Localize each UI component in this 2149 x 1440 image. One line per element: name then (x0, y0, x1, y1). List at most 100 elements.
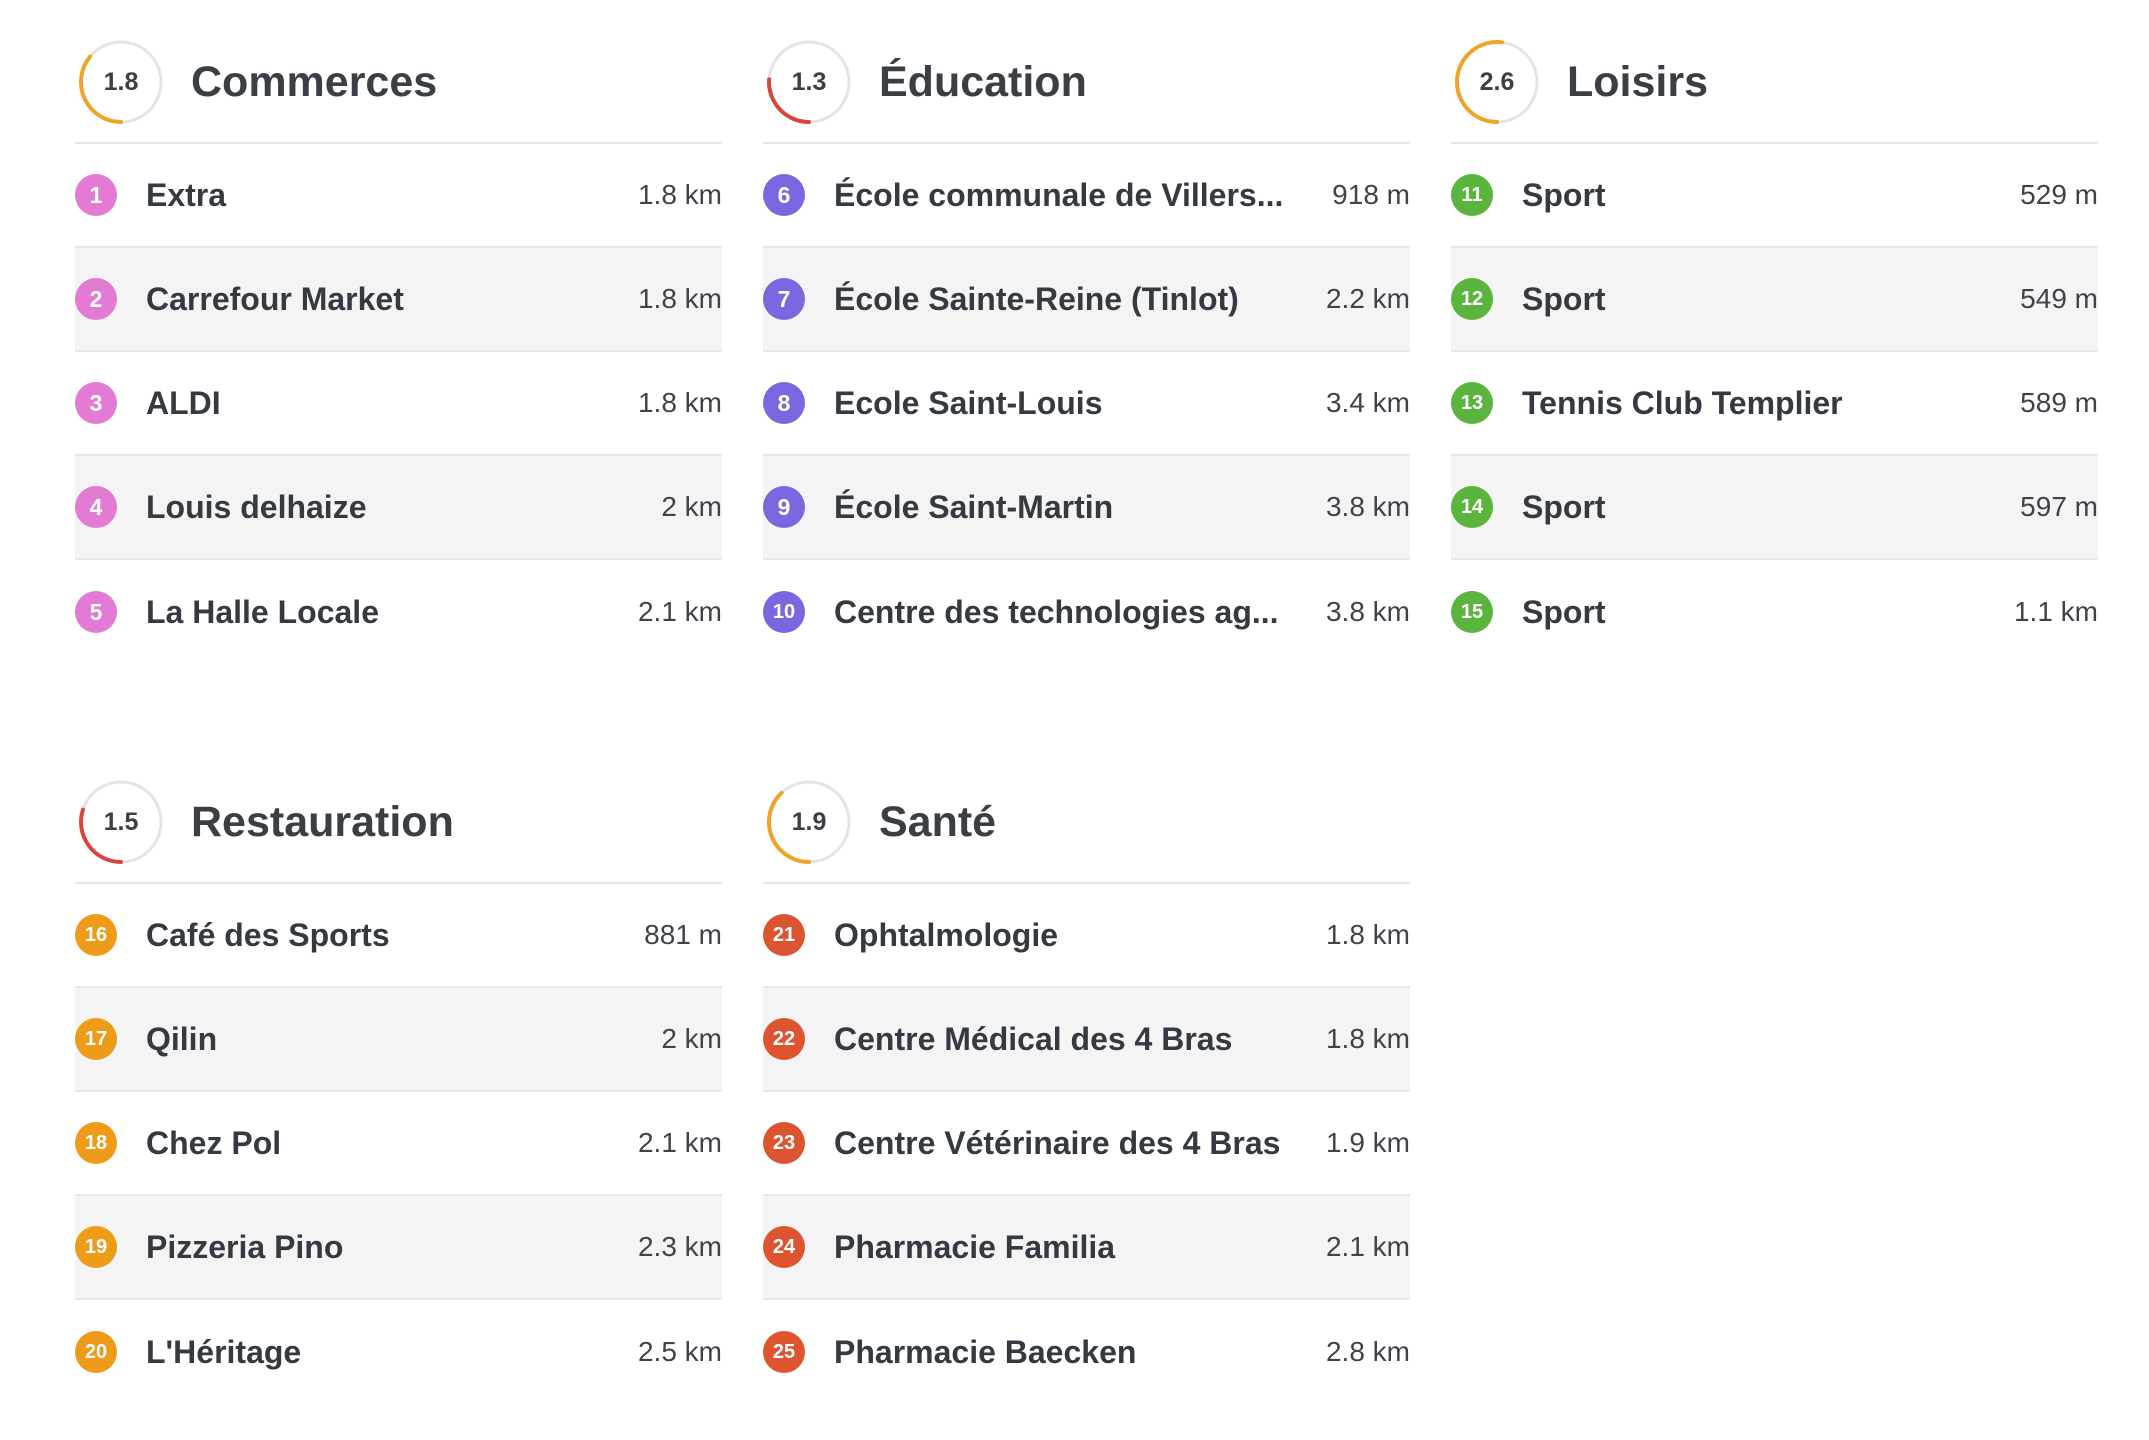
place-name: Chez Pol (146, 1124, 282, 1161)
place-name: École communale de Villers... (834, 176, 1284, 213)
list-item[interactable]: 6 École communale de Villers... 918 m (763, 144, 1410, 248)
list-item[interactable]: 10 Centre des technologies ag... 3.8 km (763, 560, 1410, 664)
score-ring-icon (767, 40, 851, 124)
list-item[interactable]: 17 Qilin 2 km (75, 988, 722, 1092)
list-item[interactable]: 8 Ecole Saint-Louis 3.4 km (763, 352, 1410, 456)
section-title: Restauration (191, 797, 454, 846)
rank-badge: 12 (1451, 278, 1493, 320)
rank-badge: 2 (75, 278, 117, 320)
list-item[interactable]: 5 La Halle Locale 2.1 km (75, 560, 722, 664)
place-distance: 1.8 km (1325, 919, 1410, 950)
list-item[interactable]: 24 Pharmacie Familia 2.1 km (763, 1196, 1410, 1300)
score-value: 1.3 (791, 67, 827, 96)
rank-badge: 19 (75, 1226, 117, 1268)
score-ring: 1.5 (75, 776, 167, 868)
place-name: Sport (1522, 488, 1606, 525)
place-name: Ophtalmologie (834, 916, 1058, 953)
place-name: L'Héritage (146, 1333, 302, 1370)
rank-badge: 14 (1451, 486, 1493, 528)
place-distance: 881 m (644, 919, 722, 950)
rank-badge: 20 (75, 1331, 117, 1373)
list-item[interactable]: 19 Pizzeria Pino 2.3 km (75, 1196, 722, 1300)
score-ring-arc (79, 54, 123, 124)
section-restauration: 1.5 Restauration 16 Café des Sports 881 … (75, 762, 722, 1404)
rank-badge: 23 (763, 1122, 805, 1164)
list-item[interactable]: 22 Centre Médical des 4 Bras 1.8 km (763, 988, 1410, 1092)
section-title: Loisirs (1567, 57, 1708, 106)
place-distance: 589 m (2020, 387, 2098, 418)
score-ring-arc (1455, 40, 1505, 124)
score-ring-icon (79, 780, 163, 864)
section-header: 1.3 Éducation (763, 22, 1410, 144)
rank-badge: 11 (1451, 174, 1493, 216)
place-distance: 3.4 km (1325, 387, 1410, 418)
score-value: 1.8 (103, 67, 139, 96)
rank-badge: 16 (75, 914, 117, 956)
score-ring-arc (767, 77, 811, 124)
place-name: Ecole Saint-Louis (834, 384, 1103, 421)
place-distance: 2.2 km (1325, 283, 1410, 314)
score-value: 2.6 (1479, 67, 1515, 96)
place-name: Sport (1522, 176, 1606, 213)
place-distance: 2 km (661, 1023, 722, 1054)
place-distance: 2.5 km (637, 1336, 722, 1367)
place-name: Café des Sports (146, 916, 390, 953)
list-item[interactable]: 23 Centre Vétérinaire des 4 Bras 1.9 km (763, 1092, 1410, 1196)
list-item[interactable]: 1 Extra 1.8 km (75, 144, 722, 248)
score-ring-icon (1455, 40, 1539, 124)
list-item[interactable]: 3 ALDI 1.8 km (75, 352, 722, 456)
section-header: 1.8 Commerces (75, 22, 722, 144)
list-item[interactable]: 2 Carrefour Market 1.8 km (75, 248, 722, 352)
score-ring-arc (79, 807, 123, 864)
score-ring-icon (79, 40, 163, 124)
place-distance: 549 m (2020, 283, 2098, 314)
rank-badge: 9 (763, 486, 805, 528)
place-distance: 529 m (2020, 179, 2098, 210)
place-name: Extra (146, 176, 227, 213)
list-item[interactable]: 9 École Saint-Martin 3.8 km (763, 456, 1410, 560)
list-item[interactable]: 13 Tennis Club Templier 589 m (1451, 352, 2098, 456)
place-distance: 1.9 km (1325, 1127, 1410, 1158)
list-item[interactable]: 15 Sport 1.1 km (1451, 560, 2098, 664)
list-item[interactable]: 20 L'Héritage 2.5 km (75, 1300, 722, 1404)
list-item[interactable]: 14 Sport 597 m (1451, 456, 2098, 560)
rank-badge: 15 (1451, 591, 1493, 633)
section-education: 1.3 Éducation 6 École communale de Ville… (763, 22, 1410, 664)
rank-badge: 17 (75, 1018, 117, 1060)
rank-badge: 25 (763, 1331, 805, 1373)
list-item[interactable]: 25 Pharmacie Baecken 2.8 km (763, 1300, 1410, 1404)
place-name: Louis delhaize (146, 488, 367, 525)
list-item[interactable]: 18 Chez Pol 2.1 km (75, 1092, 722, 1196)
place-distance: 1.1 km (2013, 596, 2098, 627)
place-name: ALDI (146, 384, 221, 421)
place-distance: 2.1 km (637, 1127, 722, 1158)
place-name: La Halle Locale (146, 593, 379, 630)
rank-badge: 5 (75, 591, 117, 633)
place-name: Carrefour Market (146, 280, 404, 317)
place-name: Centre des technologies ag... (834, 593, 1279, 630)
score-ring: 1.3 (763, 36, 855, 128)
place-distance: 1.8 km (637, 387, 722, 418)
score-value: 1.5 (103, 807, 139, 836)
list-item[interactable]: 12 Sport 549 m (1451, 248, 2098, 352)
rank-badge: 8 (763, 382, 805, 424)
section-header: 2.6 Loisirs (1451, 22, 2098, 144)
section-title: Santé (879, 797, 997, 846)
list-item[interactable]: 16 Café des Sports 881 m (75, 884, 722, 988)
list-item[interactable]: 4 Louis delhaize 2 km (75, 456, 722, 560)
score-ring-arc (767, 790, 811, 864)
list-item[interactable]: 7 École Sainte-Reine (Tinlot) 2.2 km (763, 248, 1410, 352)
rank-badge: 24 (763, 1226, 805, 1268)
score-ring: 1.8 (75, 36, 167, 128)
place-distance: 918 m (1332, 179, 1410, 210)
section-title: Éducation (879, 57, 1087, 106)
place-distance: 1.8 km (637, 179, 722, 210)
place-name: Centre Vétérinaire des 4 Bras (834, 1124, 1281, 1161)
place-distance: 2.1 km (1325, 1231, 1410, 1262)
list-item[interactable]: 21 Ophtalmologie 1.8 km (763, 884, 1410, 988)
rank-badge: 4 (75, 486, 117, 528)
list-item[interactable]: 11 Sport 529 m (1451, 144, 2098, 248)
score-ring-icon (767, 780, 851, 864)
place-name: Sport (1522, 280, 1606, 317)
place-distance: 597 m (2020, 491, 2098, 522)
